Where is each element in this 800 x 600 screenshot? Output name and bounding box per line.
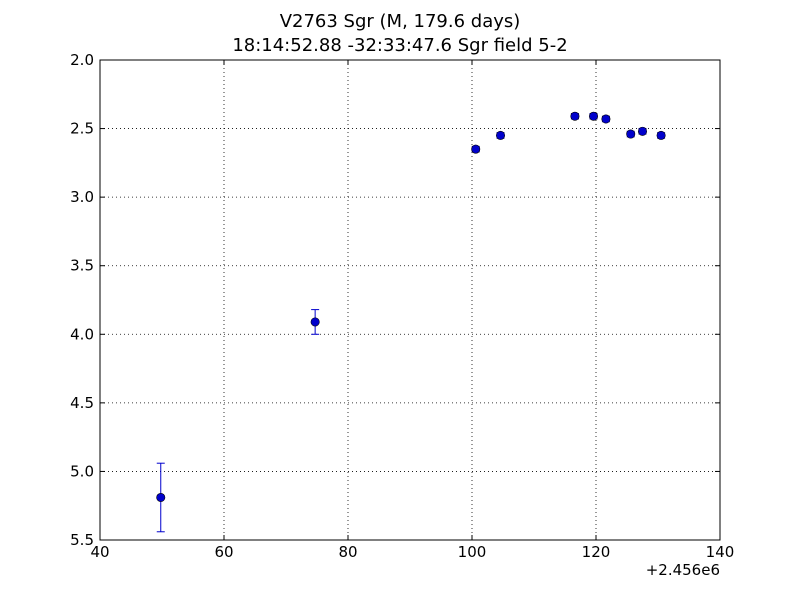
x-tick-label: 120 xyxy=(582,543,611,561)
data-point xyxy=(601,114,611,124)
x-axis-offset-label: +2.456e6 xyxy=(646,561,720,579)
x-tick-label: 100 xyxy=(458,543,487,561)
y-tick-label: 2.0 xyxy=(70,51,94,69)
x-tick-label: 140 xyxy=(706,543,735,561)
data-point xyxy=(570,111,580,121)
chart-subtitle: 18:14:52.88 -32:33:47.6 Sgr field 5-2 xyxy=(232,35,568,56)
y-tick-labels: 2.0 2.5 3.0 3.5 4.0 4.5 5.0 5.5 xyxy=(70,51,94,549)
data-point xyxy=(637,126,647,136)
data-point xyxy=(310,317,320,327)
data-point xyxy=(656,130,666,140)
y-tick-label: 4.5 xyxy=(70,394,94,412)
y-tick-label: 2.5 xyxy=(70,120,94,138)
data-point xyxy=(156,492,166,502)
data-points xyxy=(156,111,666,502)
y-tick-label: 5.5 xyxy=(70,531,94,549)
x-tick-label: 60 xyxy=(214,543,233,561)
data-point xyxy=(496,130,506,140)
x-tick-label: 80 xyxy=(338,543,357,561)
y-tick-label: 3.5 xyxy=(70,257,94,275)
data-point xyxy=(589,111,599,121)
chart-title: V2763 Sgr (M, 179.6 days) xyxy=(279,11,521,32)
y-tick-label: 4.0 xyxy=(70,325,94,343)
data-point xyxy=(626,129,636,139)
y-tick-label: 3.0 xyxy=(70,188,94,206)
x-tick-labels: 40 60 80 100 120 140 xyxy=(90,543,734,561)
data-point xyxy=(471,144,481,154)
plot-frame xyxy=(99,59,721,541)
y-tick-label: 5.0 xyxy=(70,462,94,480)
x-tick-label: 40 xyxy=(90,543,109,561)
error-bars xyxy=(156,112,666,533)
